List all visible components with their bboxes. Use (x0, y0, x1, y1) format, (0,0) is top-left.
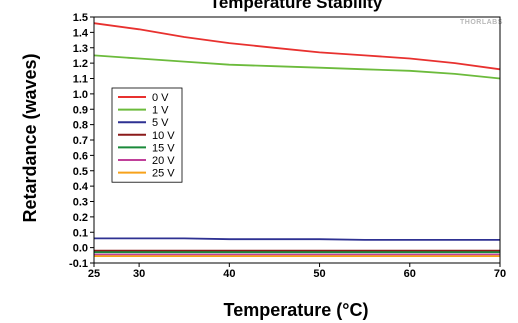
series-line-0v (93, 22, 501, 71)
y-tick-label: 0.6 (73, 150, 88, 162)
y-tick-label: 0.2 (73, 212, 88, 224)
x-axis-title: Temperature (°C) (224, 300, 369, 320)
y-tick-label: 0.4 (73, 181, 89, 193)
legend-label: 10 V (152, 130, 175, 142)
x-tick-label: 30 (133, 268, 145, 280)
y-tick-label: -0.1 (69, 258, 88, 270)
series-layer (93, 22, 501, 257)
y-axis-title: Retardance (waves) (20, 53, 40, 222)
y-tick-label: 1.1 (73, 74, 88, 86)
series-line-5v (94, 237, 500, 241)
x-tick-label: 60 (404, 268, 416, 280)
axis-layer: 25 30 40 50 60 70 -0.1 0.0 0.1 0.2 0.3 0.4 0.5 0.6 0.7… (69, 12, 506, 280)
y-tick-label: 0.0 (73, 243, 88, 255)
y-tick-label: 1.5 (73, 12, 88, 24)
legend: 0 V1 V5 V10 V15 V20 V25 V (111, 87, 183, 183)
series-line-1v (93, 54, 501, 80)
y-tick-label: 1.0 (73, 89, 88, 101)
legend-label: 1 V (152, 105, 169, 117)
y-tick-label: 0.5 (73, 166, 88, 178)
legend-label: 25 V (152, 168, 175, 180)
brand-watermark: THORLABS (460, 19, 503, 26)
y-tick-label: 1.4 (73, 27, 89, 39)
y-tick-label: 0.7 (73, 135, 88, 147)
legend-label: 20 V (152, 155, 175, 167)
x-tick-label: 70 (494, 268, 506, 280)
x-tick-label: 40 (223, 268, 235, 280)
legend-label: 0 V (152, 92, 169, 104)
x-tick-label: 25 (88, 268, 100, 280)
y-tick-label: 0.8 (73, 120, 88, 132)
y-tick-label: 1.2 (73, 58, 88, 70)
y-tick-label: 0.9 (73, 104, 88, 116)
y-tick-label: 0.3 (73, 197, 88, 209)
x-tick-label: 50 (313, 268, 325, 280)
y-tick-label: 1.3 (73, 43, 88, 55)
y-tick-label: 0.1 (73, 227, 88, 239)
legend-label: 15 V (152, 142, 175, 154)
chart-title: Temperature Stability (210, 0, 383, 12)
legend-label: 5 V (152, 117, 169, 129)
